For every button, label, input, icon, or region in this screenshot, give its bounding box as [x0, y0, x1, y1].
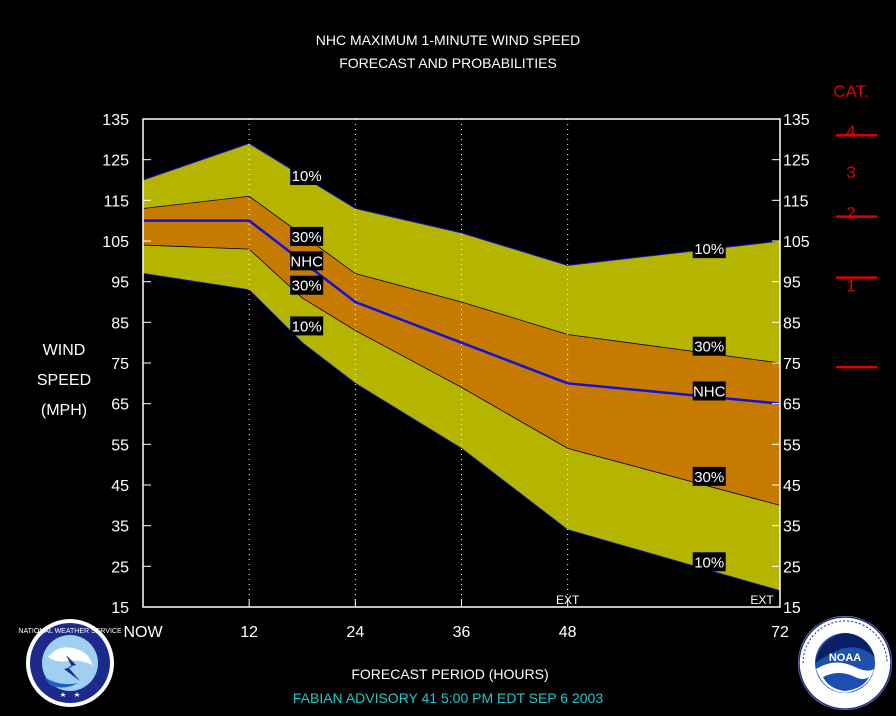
nws-logo-text: NATIONAL WEATHER SERVICE [18, 628, 122, 635]
nhc-line [143, 219, 781, 405]
ytick-label-right-35: 35 [783, 519, 801, 536]
xtick-label-0: NOW [123, 624, 163, 641]
xtick-label-72: 72 [771, 624, 789, 641]
band-label-4: 10% [292, 318, 322, 335]
chart-subtitle: FORECAST AND PROBABILITIES [339, 55, 557, 71]
band-label-bg-6 [692, 336, 726, 356]
category-label-2: 2 [846, 204, 855, 223]
ytick-label-right-95: 95 [783, 275, 801, 292]
ytick-label-left-125: 125 [102, 153, 129, 170]
band-label-6: 30% [694, 339, 724, 356]
y-axis-label-line3: (MPH) [41, 402, 87, 419]
ytick-label-right-105: 105 [783, 234, 810, 251]
band-label-5: 10% [694, 241, 724, 258]
x-axis-ticks: NOW 12 24 36 48 72 EXT EXT [123, 593, 789, 641]
band-30-percent [143, 196, 780, 506]
ytick-label-right-55: 55 [783, 437, 801, 454]
noaa-logo-text: NOAA [829, 652, 861, 664]
category-label-1: 1 [846, 277, 855, 296]
band-30-upper-edge [142, 195, 781, 364]
ext-label-72: EXT [750, 593, 774, 607]
ytick-label-left-95: 95 [111, 275, 129, 292]
band-label-bg-9 [692, 552, 726, 572]
band-label-1: 30% [292, 229, 322, 246]
ytick-label-right-15: 15 [783, 600, 801, 617]
band-label-7: NHC [693, 383, 726, 400]
ext-label-48: EXT [556, 593, 580, 607]
band-label-3: 30% [292, 278, 322, 295]
ytick-label-right-65: 65 [783, 397, 801, 414]
ytick-label-right-115: 115 [783, 193, 809, 210]
category-title: CAT. [833, 82, 869, 101]
band-label-bg-0 [290, 165, 324, 185]
band-label-bg-7 [692, 381, 726, 401]
band-10-upper-edge [142, 142, 781, 266]
ytick-label-left-85: 85 [111, 315, 129, 332]
advisory-footer: FABIAN ADVISORY 41 5:00 PM EDT SEP 6 200… [293, 690, 603, 706]
xtick-label-48: 48 [559, 624, 577, 641]
category-scale: CAT. 4 3 2 1 [833, 82, 877, 369]
band-label-bg-1 [290, 226, 324, 246]
nhc-forecast-line [143, 219, 781, 405]
band-label-0: 10% [292, 168, 322, 185]
noaa-logo: NOAA [798, 616, 892, 710]
y-axis-label-line2: SPEED [37, 372, 91, 389]
ytick-label-right-85: 85 [783, 315, 801, 332]
ytick-label-left-55: 55 [111, 437, 129, 454]
ytick-label-right-75: 75 [783, 356, 801, 373]
band-label-bg-2 [290, 251, 324, 271]
category-label-3: 3 [846, 163, 855, 182]
ytick-label-right-25: 25 [783, 559, 801, 576]
ytick-label-left-75: 75 [111, 356, 129, 373]
ytick-label-left-25: 25 [111, 559, 129, 576]
band-label-bg-4 [290, 316, 324, 336]
band-label-bg-8 [692, 466, 726, 486]
ytick-label-left-15: 15 [111, 600, 129, 617]
ytick-label-left-45: 45 [111, 478, 129, 495]
ytick-label-left-105: 105 [102, 234, 129, 251]
x-axis-label: FORECAST PERIOD (HOURS) [351, 666, 548, 682]
ytick-label-right-45: 45 [783, 478, 801, 495]
ytick-label-left-65: 65 [111, 397, 129, 414]
xtick-label-36: 36 [453, 624, 471, 641]
y-axis-label-line1: WIND [43, 342, 86, 359]
y-axis-ticks: 15 15 25 25 35 35 45 45 55 55 65 65 75 75 85 85 95 95 105 1… [102, 112, 810, 617]
chart-title: NHC MAXIMUM 1-MINUTE WIND SPEED [316, 32, 580, 48]
category-label-4: 4 [846, 122, 855, 141]
band-labels: 10% 30% NHC 30% 10% 10% 30% NHC 30% 10% [290, 165, 726, 572]
ytick-label-left-135: 135 [102, 112, 129, 129]
band-label-bg-5 [692, 239, 726, 259]
probability-bands [142, 142, 781, 592]
xtick-label-24: 24 [346, 624, 364, 641]
ytick-label-right-135: 135 [783, 112, 810, 129]
band-label-2: NHC [290, 253, 323, 270]
nws-logo: NATIONAL WEATHER SERVICE [18, 619, 122, 707]
band-label-9: 10% [694, 554, 724, 571]
band-label-bg-3 [290, 275, 324, 295]
ytick-label-left-35: 35 [111, 519, 129, 536]
ytick-label-left-115: 115 [103, 193, 129, 210]
ytick-label-right-125: 125 [783, 153, 810, 170]
xtick-label-12: 12 [240, 624, 258, 641]
band-label-8: 30% [694, 469, 724, 486]
